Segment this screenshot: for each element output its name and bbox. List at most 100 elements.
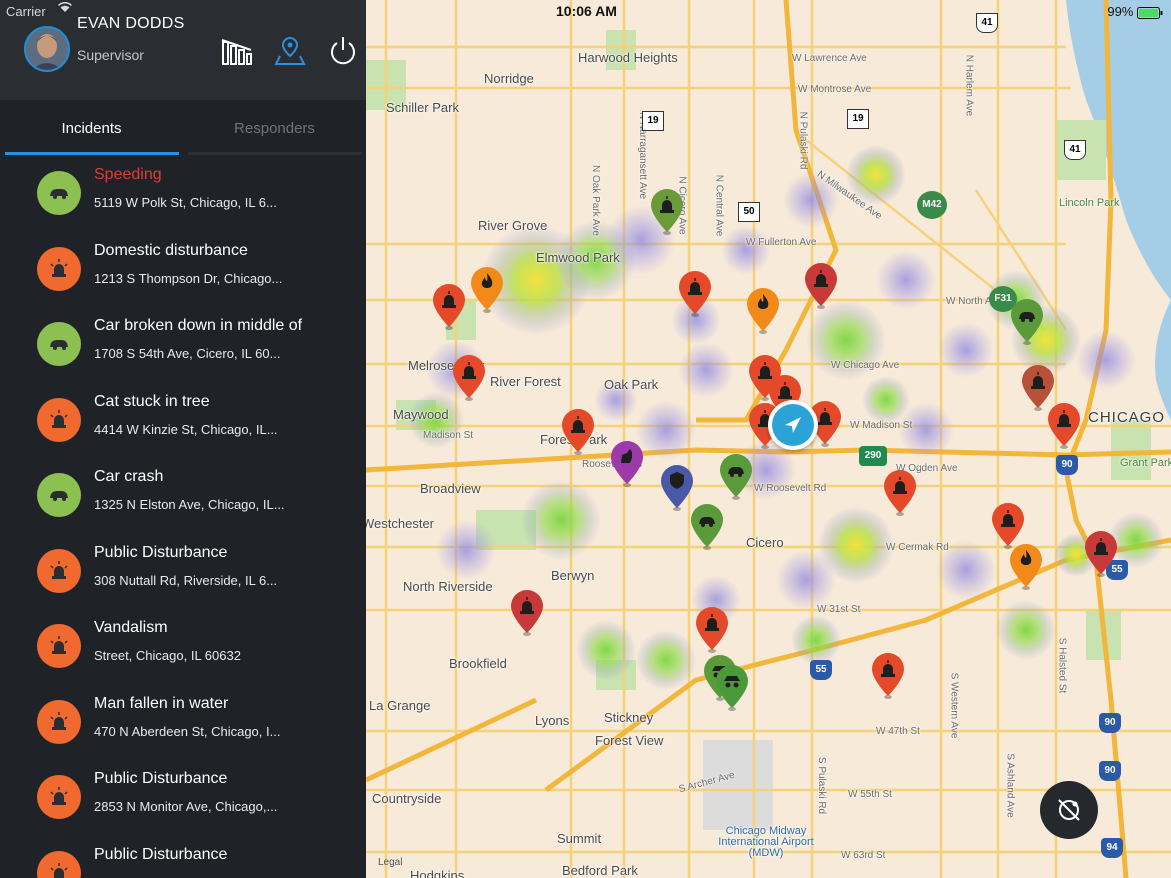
map-pin-siren-icon[interactable] (676, 268, 714, 318)
power-icon (331, 37, 355, 65)
incident-address: 1708 S 54th Ave, Cicero, IL 60... (94, 346, 281, 361)
map-view[interactable]: Harwood Heights Norridge Schiller Park R… (366, 0, 1171, 878)
incident-list-item[interactable]: Public Disturbance 308 Nuttall Rd, Rivers… (0, 535, 366, 611)
route-shield: 19 (847, 109, 869, 129)
map-pin-fire-icon[interactable] (744, 285, 782, 335)
map-pin-siren-icon[interactable] (648, 186, 686, 236)
incident-list-item[interactable]: Cat stuck in tree 4414 W Kinzie St, Chica… (0, 384, 366, 460)
map-pin-siren-icon[interactable] (430, 281, 468, 331)
incident-list-item[interactable]: Speeding 5119 W Polk St, Chicago, IL 6... (0, 157, 366, 233)
incident-list-item[interactable]: Car broken down in middle of 1708 S 54th … (0, 308, 366, 384)
map-pin-siren-icon[interactable] (989, 500, 1027, 550)
street-label: N Pulaski Rd (797, 111, 809, 170)
map-pin-siren-icon[interactable] (1082, 528, 1120, 578)
street-label: Roosevelt Rd (582, 459, 643, 470)
inactive-tab-indicator (188, 152, 362, 155)
tab-responders[interactable]: Responders (234, 120, 315, 137)
incident-list[interactable]: Speeding 5119 W Polk St, Chicago, IL 6...… (0, 157, 366, 878)
map-pin-siren-icon[interactable] (802, 260, 840, 310)
route-shield: 55 (1106, 560, 1128, 580)
street-label: W North Ave (946, 296, 1002, 307)
map-layers-button[interactable] (1040, 781, 1098, 839)
map-pin-siren-icon[interactable] (508, 587, 546, 637)
map-pin-siren-icon[interactable] (806, 398, 844, 448)
incident-title: Public Disturbance (94, 770, 228, 787)
bus-route-shield: M42 (917, 191, 947, 219)
incident-title: Domestic disturbance (94, 241, 248, 259)
incident-title: Public Disturbance (94, 845, 228, 863)
siren-icon (37, 397, 81, 442)
map-view-button[interactable] (274, 34, 308, 68)
street-label: W Roosevelt Rd (754, 483, 827, 494)
map-pin-siren-icon[interactable] (1045, 400, 1083, 450)
map-pin-fire-icon[interactable] (1007, 541, 1045, 591)
street-label: S Ashland Ave (1004, 753, 1016, 818)
battery-indicator: 99% (1107, 4, 1163, 19)
siren-icon (37, 246, 81, 291)
map-pin-siren-icon[interactable] (450, 352, 488, 402)
navigation-arrow-icon (785, 417, 801, 433)
active-tab-indicator (5, 152, 179, 155)
avatar[interactable] (24, 26, 70, 72)
incident-address: 1213 S Thompson Dr, Chicago... (94, 270, 283, 286)
incident-title: Public Disturbance (94, 543, 228, 561)
user-name: EVAN DODDS (77, 15, 185, 32)
incident-list-item[interactable]: Man fallen in water 470 N Aberdeen St, Ch… (0, 686, 366, 762)
tab-incidents[interactable]: Incidents (61, 120, 122, 137)
place-label: Lyons (535, 713, 570, 728)
stats-button[interactable] (220, 34, 254, 68)
place-label: Bedford Park (562, 863, 638, 878)
map-pin-siren-icon[interactable] (869, 650, 907, 700)
sidebar: Carrier EVAN DODDS Supervisor (0, 0, 366, 878)
car-icon (37, 322, 81, 366)
siren-icon (37, 548, 81, 593)
street-label: W Ogden Ave (896, 463, 958, 474)
incident-address: 5119 W Polk St, Chicago, IL 6... (94, 195, 277, 210)
street-label: W 55th St (848, 789, 892, 800)
map-pin-siren-icon[interactable] (881, 467, 919, 517)
place-label: Summit (557, 831, 602, 846)
place-label: Schiller Park (386, 100, 459, 115)
legal-link[interactable]: Legal (378, 857, 403, 868)
map-pin-car-icon[interactable] (1008, 296, 1046, 346)
route-shield: 90 (1056, 455, 1078, 475)
place-label: Norridge (484, 71, 534, 86)
logout-button[interactable] (326, 34, 360, 68)
place-label: Broadview (420, 481, 481, 496)
map-pin-detective-icon[interactable] (713, 662, 751, 712)
map-pin-dog-icon[interactable] (608, 438, 646, 488)
street-label: W 47th St (876, 726, 920, 737)
route-shield: 55 (810, 660, 832, 680)
map-pin-car-icon[interactable] (688, 501, 726, 551)
route-shield: 90 (1099, 713, 1121, 733)
place-label: Elmwood Park (536, 250, 620, 265)
map-pin-police-badge-icon[interactable] (658, 462, 696, 512)
incident-list-item[interactable]: Car crash 1325 N Elston Ave, Chicago, IL.… (0, 459, 366, 535)
place-label: River Grove (478, 218, 548, 233)
incident-list-item[interactable]: Public Disturbance (0, 837, 366, 878)
user-location-marker[interactable] (768, 400, 818, 450)
map-pin-siren-icon[interactable] (693, 604, 731, 654)
incident-address: 1325 N Elston Ave, Chicago, IL... (94, 497, 285, 512)
incident-address: 4414 W Kinzie St, Chicago, IL... (94, 421, 278, 437)
incident-list-item[interactable]: Domestic disturbance 1213 S Thompson Dr, … (0, 233, 366, 309)
place-label: Harwood Heights (578, 50, 678, 65)
incident-list-item[interactable]: Vandalism Street, Chicago, IL 60632 (0, 610, 366, 686)
map-pin-car-icon[interactable] (717, 451, 755, 501)
street-label: W Madison St (850, 420, 913, 431)
route-shield: 41 (976, 13, 998, 33)
place-label: Brookfield (449, 656, 507, 671)
street-label: W Cermak Rd (886, 542, 949, 553)
map-pin-siren-icon[interactable] (1019, 362, 1057, 412)
street-label: S Western Ave (948, 672, 960, 739)
wifi-icon (57, 1, 73, 16)
street-label: N Central Ave (713, 174, 725, 237)
place-label: Berwyn (551, 568, 595, 583)
incident-list-item[interactable]: Public Disturbance 2853 N Monitor Ave, Ch… (0, 761, 366, 837)
map-canvas[interactable] (366, 0, 1171, 878)
route-shield: 90 (1099, 761, 1121, 781)
place-label: Westchester (366, 516, 435, 531)
map-pin-siren-icon[interactable] (559, 406, 597, 456)
place-label: Maywood (393, 407, 449, 422)
map-pin-fire-icon[interactable] (468, 264, 506, 314)
